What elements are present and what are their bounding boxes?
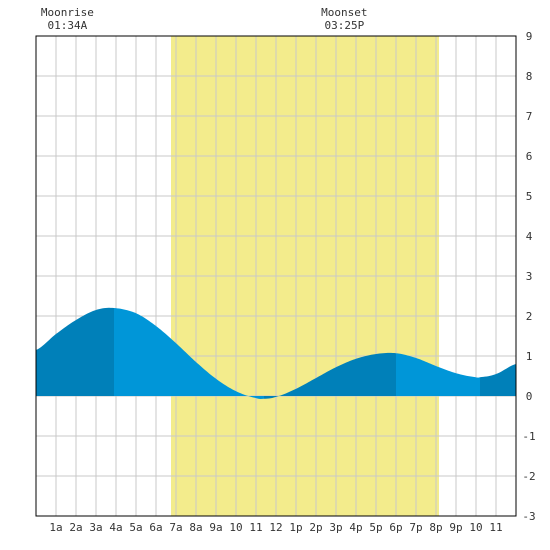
moonset-label: Moonset [321, 6, 367, 19]
tide-segment-rising [36, 307, 114, 396]
x-tick-label: 7p [409, 521, 422, 534]
plot-frame [35, 35, 517, 517]
x-tick-label: 4p [349, 521, 362, 534]
x-axis-tick-labels: 1a 2a 3a 4a 5a 6a 7a 8a 9a 10 11 12 1p 2p 3p 4p 5p 6p 7p 8p… [49, 521, 502, 534]
y-tick-label: 3 [526, 270, 533, 283]
x-tick-label: 7a [169, 521, 182, 534]
x-tick-label: 5p [369, 521, 382, 534]
y-tick-label: 6 [526, 150, 533, 163]
tide-segment-rising [264, 352, 396, 399]
y-tick-label: 4 [526, 230, 533, 243]
x-tick-label: 11 [249, 521, 262, 534]
y-axis-tick-labels: -3 -2 -1 0 1 2 3 4 5 6 7 8 9 [522, 30, 535, 523]
x-tick-label: 8a [189, 521, 202, 534]
x-tick-label: 10 [469, 521, 482, 534]
x-tick-label: 12 [269, 521, 282, 534]
y-tick-label: 2 [526, 310, 533, 323]
y-tick-label: -1 [522, 430, 535, 443]
y-tick-label: -3 [522, 510, 535, 523]
y-tick-label: 9 [526, 30, 533, 43]
x-tick-label: 3p [329, 521, 342, 534]
tide-segment-falling [396, 353, 480, 396]
x-tick-label: 9a [209, 521, 222, 534]
tide-segment-rising [480, 364, 516, 396]
x-tick-label: 9p [449, 521, 462, 534]
moonrise-label: Moonrise [41, 6, 94, 19]
x-tick-label: 2p [309, 521, 322, 534]
x-tick-label: 5a [129, 521, 142, 534]
moonrise-time: 01:34A [47, 19, 87, 32]
y-tick-label: 8 [526, 70, 533, 83]
x-tick-label: 6a [149, 521, 162, 534]
x-tick-label: 1a [49, 521, 62, 534]
moonset-annotation: Moonset 03:25P [321, 6, 367, 32]
tide-area-layer [36, 307, 516, 399]
y-tick-label: 0 [526, 390, 533, 403]
x-tick-label: 10 [229, 521, 242, 534]
x-tick-label: 3a [89, 521, 102, 534]
x-tick-label: 8p [429, 521, 442, 534]
tide-segment-falling [114, 308, 264, 399]
y-tick-label: 7 [526, 110, 533, 123]
y-tick-label: 5 [526, 190, 533, 203]
x-tick-label: 2a [69, 521, 82, 534]
x-tick-label: 6p [389, 521, 402, 534]
x-tick-label: 4a [109, 521, 122, 534]
y-tick-label: -2 [522, 470, 535, 483]
grid-lines [36, 36, 516, 516]
moonset-time: 03:25P [324, 19, 364, 32]
moonrise-annotation: Moonrise 01:34A [41, 6, 94, 32]
x-tick-label: 1p [289, 521, 302, 534]
x-tick-label: 11 [489, 521, 502, 534]
y-tick-label: 1 [526, 350, 533, 363]
